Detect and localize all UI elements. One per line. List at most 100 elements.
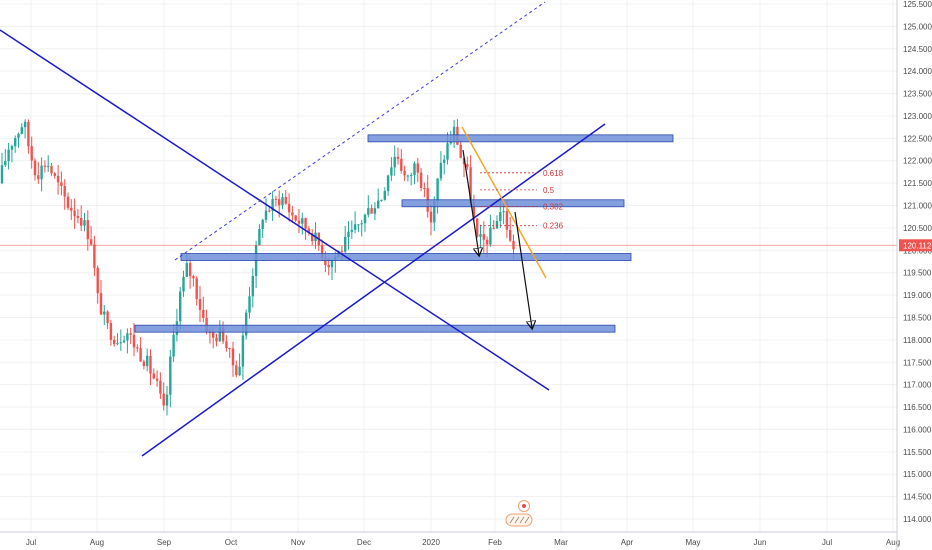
- candle-body: [132, 334, 136, 348]
- candle-body: [258, 228, 261, 246]
- candle-body: [215, 337, 218, 342]
- candle-body: [119, 342, 122, 344]
- candle-body: [386, 175, 390, 191]
- candle-body: [297, 220, 301, 224]
- candle-body: [433, 201, 436, 223]
- candle-body: [198, 299, 202, 310]
- candle-body: [485, 239, 489, 245]
- x-tick-label: May: [685, 538, 700, 547]
- candle-body: [63, 185, 66, 197]
- candle-body: [172, 334, 175, 357]
- candle-body: [245, 312, 248, 336]
- y-tick-label: 121.500: [903, 179, 932, 188]
- x-tick-label: 2020: [422, 538, 440, 547]
- y-tick-label: 119.500: [903, 269, 932, 278]
- candle-body: [139, 348, 142, 362]
- candle-body: [248, 296, 251, 313]
- candle-body: [287, 203, 291, 213]
- trend-lines[interactable]: [0, 1, 897, 457]
- y-tick-label: 117.000: [903, 381, 932, 390]
- candle-body: [122, 340, 126, 343]
- y-tick-label: 118.000: [903, 336, 932, 345]
- candle-body: [113, 339, 116, 345]
- candle-body: [146, 355, 149, 367]
- candle-body: [284, 197, 287, 204]
- fib-level-label: 0.382: [543, 202, 564, 211]
- candle-body: [225, 341, 228, 348]
- candle-body: [380, 199, 383, 201]
- event-flag-hatch: [509, 516, 530, 524]
- candle-body: [261, 219, 264, 229]
- candle-body: [446, 143, 449, 160]
- candle-body: [472, 202, 476, 219]
- candle-body: [377, 200, 380, 209]
- candle-body: [340, 251, 344, 253]
- candle-body: [149, 355, 152, 374]
- candle-body: [330, 259, 334, 268]
- y-tick-label: 118.500: [903, 313, 932, 322]
- candle-body: [4, 161, 7, 166]
- projection-arrow-2: [514, 211, 532, 328]
- x-tick-label: Mar: [554, 538, 568, 547]
- candle-body: [103, 311, 106, 315]
- fib-level-label: 0.5: [543, 186, 555, 195]
- candle-body: [136, 347, 139, 349]
- zone-118-25: [134, 324, 616, 333]
- candle-body: [347, 231, 350, 237]
- y-tick-label: 120.500: [903, 224, 932, 233]
- candle-body: [106, 311, 109, 324]
- x-tick-label: Aug: [886, 538, 900, 547]
- candle-body: [370, 208, 373, 214]
- y-tick-label: 124.500: [903, 45, 932, 54]
- candle-body: [353, 224, 357, 230]
- candle-body: [0, 165, 4, 184]
- candle-body: [264, 210, 268, 220]
- candle-body: [169, 356, 172, 395]
- projection-arrow-1: [462, 149, 479, 255]
- candle-body: [499, 212, 502, 221]
- candle-body: [80, 218, 83, 226]
- candle-body: [37, 175, 40, 180]
- fib-level-label: 0.236: [543, 222, 564, 231]
- candle-body: [7, 149, 10, 162]
- candle-body: [466, 164, 469, 168]
- fib-level-label: 0.618: [543, 169, 564, 178]
- ascending-trendline: [141, 123, 606, 457]
- candle-body: [350, 229, 353, 232]
- candle-body: [182, 276, 185, 292]
- y-tick-label: 119.000: [903, 291, 932, 300]
- zone-119-8: [180, 253, 632, 261]
- markers[interactable]: [462, 149, 533, 527]
- candle-body: [192, 276, 195, 279]
- candle-body: [179, 291, 182, 322]
- candle-body: [327, 265, 330, 268]
- candle-body: [83, 220, 86, 226]
- candle-body: [20, 127, 23, 134]
- event-flag-icon[interactable]: [505, 500, 533, 527]
- candle-body: [96, 267, 99, 294]
- candle-body: [291, 212, 294, 216]
- candle-body: [221, 327, 225, 342]
- candle-body: [439, 162, 443, 179]
- candle-body: [231, 348, 235, 366]
- support-resistance-zones[interactable]: [134, 134, 674, 333]
- candle-body: [251, 275, 254, 297]
- candle-body: [152, 373, 155, 379]
- x-tick-label: Dec: [357, 538, 371, 547]
- candle-body: [86, 220, 89, 240]
- fibonacci-retracement[interactable]: 0.618 0.5 0.382 0.236: [480, 169, 564, 231]
- x-tick-label: Sep: [157, 538, 172, 547]
- x-tick-label: Apr: [621, 538, 634, 547]
- candle-body: [489, 227, 492, 245]
- candle-body: [505, 211, 509, 230]
- orange-downtrend-line: [461, 126, 547, 279]
- current-price-label: 120.112: [903, 241, 932, 250]
- current-price-badge: [899, 239, 932, 252]
- candle-body: [129, 333, 132, 335]
- y-tick-label: 125.000: [903, 22, 932, 31]
- candle-body: [419, 172, 423, 189]
- candle-body: [281, 197, 284, 206]
- y-tick-label: 116.000: [903, 425, 932, 434]
